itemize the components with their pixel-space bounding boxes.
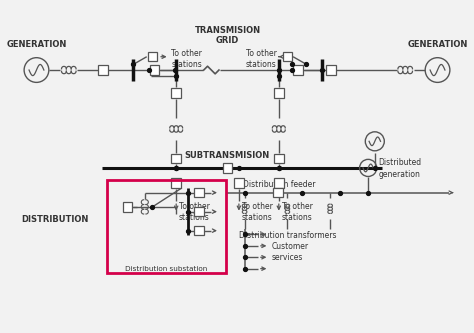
Bar [150, 65, 159, 75]
Text: Distributed
generation: Distributed generation [379, 159, 422, 178]
Bar [98, 65, 108, 75]
Bar [172, 88, 181, 98]
Text: To other
stations: To other stations [172, 49, 202, 69]
Bar [148, 52, 157, 62]
Bar [326, 65, 336, 75]
Text: GENERATION: GENERATION [407, 40, 468, 49]
Bar [172, 154, 181, 163]
Text: DISTRIBUTION: DISTRIBUTION [21, 215, 89, 224]
Bar [223, 163, 232, 173]
Bar [123, 202, 132, 212]
Bar [107, 180, 226, 273]
Text: Distribution transformers: Distribution transformers [238, 231, 336, 240]
Text: To other
stations: To other stations [246, 49, 276, 69]
Bar [293, 65, 302, 75]
Bar [283, 52, 292, 62]
Bar [274, 178, 283, 188]
Text: GENERATION: GENERATION [6, 40, 67, 49]
Text: Distribution substation: Distribution substation [125, 265, 207, 271]
Bar [172, 178, 181, 188]
Text: Customer
services: Customer services [271, 241, 309, 262]
Text: To other
stations: To other stations [179, 202, 210, 222]
Bar [273, 188, 283, 197]
Text: To other
stations: To other stations [282, 202, 312, 222]
Bar [234, 178, 244, 188]
Bar [274, 154, 283, 163]
Bar [194, 226, 204, 235]
Text: SUBTRANSMISION: SUBTRANSMISION [185, 151, 270, 160]
Bar [194, 188, 204, 197]
Text: TRANSMISION
GRID: TRANSMISION GRID [194, 26, 261, 45]
Bar [194, 207, 204, 216]
Bar [274, 88, 283, 98]
Text: Distribution feeder: Distribution feeder [243, 180, 315, 189]
Text: To other
stations: To other stations [242, 202, 273, 222]
